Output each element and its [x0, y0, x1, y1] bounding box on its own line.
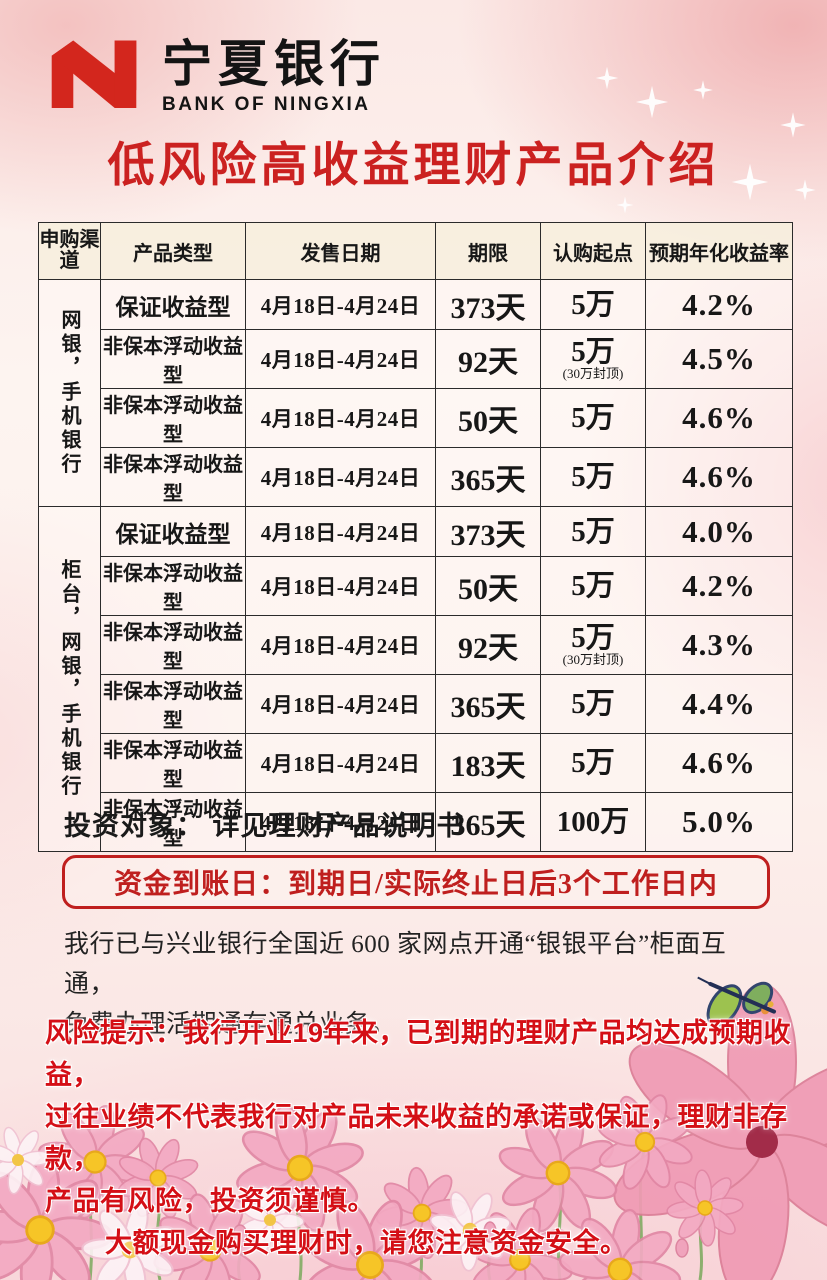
funds-arrival-text: 资金到账日：到期日/实际终止日后3个工作日内	[114, 869, 718, 900]
interbank-network-paragraph: 我行已与兴业银行全国近 600 家网点开通“银银平台”柜面互通， 免费办理活期通…	[64, 925, 774, 1045]
products-table: 申购渠道 产品类型 发售日期 期限 认购起点 预期年化收益率 网银，手机银行 保…	[38, 222, 793, 852]
bank-name-english: BANK OF NINGXIA	[162, 94, 371, 115]
risk-warning: 风险提示：我行开业19年来，已到期的理财产品均达成预期收益， 过往业绩不代表我行…	[45, 1012, 805, 1264]
table-row: 非保本浮动收益型 4月18日-4月24日 50天 5万 4.6%	[39, 388, 793, 448]
table-header-row: 申购渠道 产品类型 发售日期 期限 认购起点 预期年化收益率	[38, 222, 793, 280]
header-rate: 预期年化收益率	[645, 222, 793, 280]
table-row: 非保本浮动收益型 4月18日-4月24日 50天 5万 4.2%	[39, 556, 793, 616]
header-date: 发售日期	[245, 222, 436, 280]
header-term: 期限	[435, 222, 541, 280]
poster-title: 低风险高收益理财产品介绍	[107, 138, 720, 191]
investment-target-line: 投资对象： 详见理财产品说明书	[64, 811, 465, 841]
bank-name-chinese: 宁夏银行	[162, 36, 386, 92]
table-row: 非保本浮动收益型 4月18日-4月24日 365天 100万 5.0%	[39, 792, 793, 852]
table-row: 非保本浮动收益型 4月18日-4月24日 365天 5万 4.6%	[39, 447, 793, 507]
table-row: 网银，手机银行 保证收益型 4月18日-4月24日 373天 5万 4.2%	[38, 279, 793, 507]
network-line-1: 我行已与兴业银行全国近 600 家网点开通“银银平台”柜面互通，	[64, 931, 727, 998]
brand-header: 宁夏银行 BANK OF NINGXIA	[44, 36, 386, 116]
risk-line-2: 过往业绩不代表我行对产品未来收益的承诺或保证，理财非存款，	[45, 1102, 788, 1174]
header-type: 产品类型	[100, 222, 246, 280]
risk-line-4: 大额现金购买理财时，请您注意资金安全。	[105, 1228, 628, 1258]
table-row: 柜台，网银，手机银行 保证收益型 4月18日-4月24日 373天 5万 4.0…	[38, 506, 793, 852]
network-line-2: 免费办理活期通存通兑业务。	[64, 1011, 396, 1038]
channel-group-1: 网银，手机银行	[38, 279, 101, 507]
table-row: 非保本浮动收益型 4月18日-4月24日 92天 5万 (30万封顶) 4.3%	[39, 615, 793, 675]
funds-arrival-box: 资金到账日：到期日/实际终止日后3个工作日内	[62, 855, 770, 909]
header-min: 认购起点	[540, 222, 646, 280]
table-row: 非保本浮动收益型 4月18日-4月24日 92天 5万 (30万封顶) 4.5%	[39, 329, 793, 389]
risk-line-3: 产品有风险，投资须谨慎。	[45, 1186, 375, 1216]
risk-line-1: 风险提示：我行开业19年来，已到期的理财产品均达成预期收益，	[45, 1018, 792, 1090]
table-row: 非保本浮动收益型 4月18日-4月24日 183天 5万 4.6%	[39, 733, 793, 793]
flower-field-decoration	[0, 983, 827, 1280]
channel-group-2: 柜台，网银，手机银行	[38, 506, 101, 852]
bank-logo-icon	[51, 40, 137, 108]
butterfly-icon	[697, 976, 777, 1027]
table-row: 非保本浮动收益型 4月18日-4月24日 365天 5万 4.4%	[39, 674, 793, 734]
header-channel: 申购渠道	[38, 222, 101, 280]
